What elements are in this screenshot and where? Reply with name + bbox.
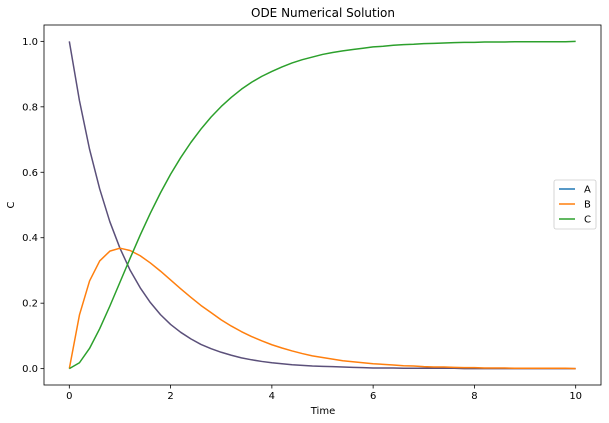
axes: 0 2 4 6 8 10 0.0 0.2 0.4 0.6 0.8 1.0 <box>22 24 602 402</box>
y-tick-label: 0.0 <box>22 364 38 375</box>
plot-area <box>68 40 576 370</box>
axes-frame <box>43 24 602 386</box>
legend-label-a: A <box>584 185 591 196</box>
y-tick-label: 0.6 <box>22 168 38 179</box>
x-tick-label: 10 <box>569 391 582 402</box>
x-tick-label: 2 <box>167 391 173 402</box>
series-line-c <box>68 40 576 370</box>
x-tick-label: 0 <box>66 391 72 402</box>
y-tick-label: 1.0 <box>22 37 38 48</box>
x-axis-label: Time <box>310 406 335 417</box>
legend-label-c: C <box>584 215 591 226</box>
chart-title: ODE Numerical Solution <box>251 6 395 20</box>
legend-label-b: B <box>584 200 591 211</box>
series-line-a <box>68 41 576 370</box>
y-axis-label: C <box>6 201 17 208</box>
series-line-b <box>68 247 576 370</box>
y-tick-label: 0.8 <box>22 102 38 113</box>
x-tick-label: 4 <box>269 391 275 402</box>
y-tick-label: 0.2 <box>22 299 38 310</box>
y-tick-label: 0.4 <box>22 233 38 244</box>
x-tick-label: 8 <box>471 391 477 402</box>
legend: ABC <box>553 179 597 230</box>
x-tick-label: 6 <box>370 391 376 402</box>
